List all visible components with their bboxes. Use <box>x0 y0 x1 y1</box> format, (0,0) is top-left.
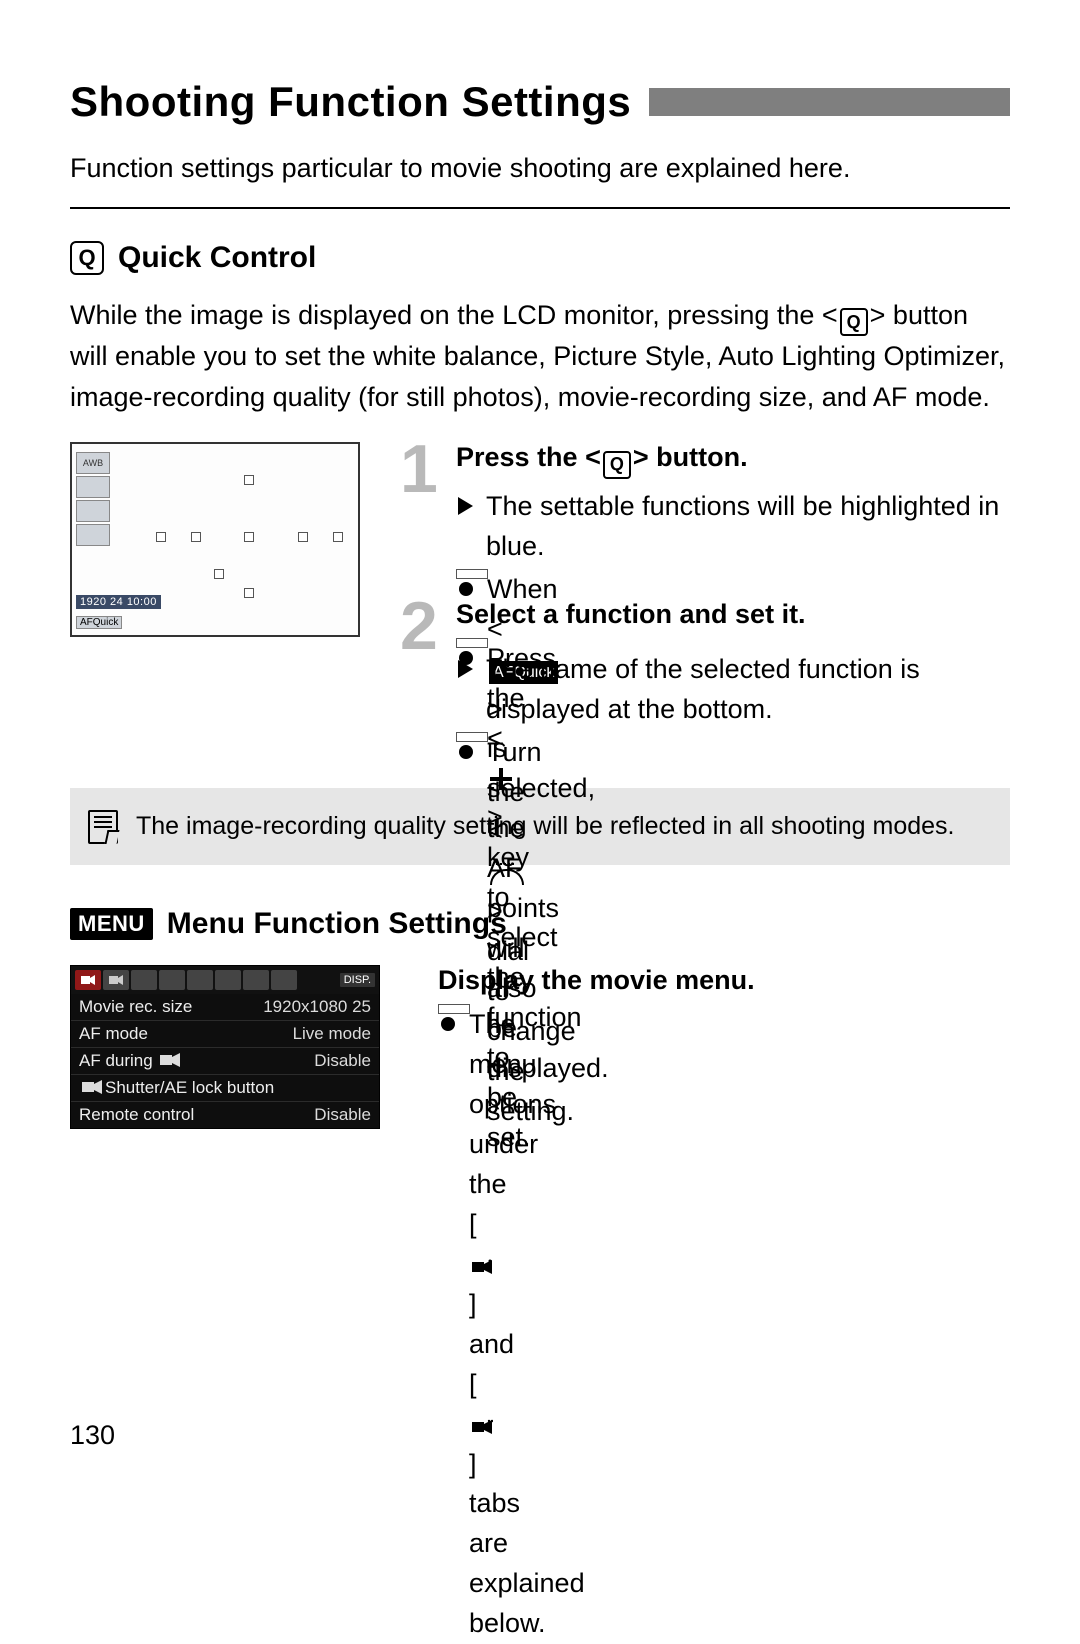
quick-control-two-col: AWB 1920 24 10:00 AFQuick 1 <box>70 442 1010 761</box>
page-title: Shooting Function Settings <box>70 78 631 126</box>
menu-row-4-label: Shutter/AE lock button <box>79 1078 274 1098</box>
title-row: Shooting Function Settings <box>70 78 1010 126</box>
movie-tab-icon-1 <box>471 1259 493 1275</box>
menu-row-2: AF mode Live mode <box>71 1020 379 1047</box>
qc-body-pre: While the image is displayed on the LCD … <box>70 300 838 330</box>
dial-icon <box>490 863 520 883</box>
step-2-content: Select a function and set it. Press the … <box>456 599 1010 744</box>
step-1-title-pre: Press the < <box>456 442 601 472</box>
menu-tab-8 <box>271 970 297 990</box>
menu-two-col: DISP. Movie rec. size 1920x1080 25 AF mo… <box>70 965 1010 1129</box>
lcd-af-points <box>156 472 348 607</box>
step-1-bullets: The settable functions will be highlight… <box>456 487 1010 579</box>
menu-disp-label: DISP. <box>340 973 375 987</box>
step-2-number: 2 <box>400 599 448 744</box>
lcd-afquick-label: AFQuick <box>76 616 122 629</box>
quick-control-heading: Quick Control <box>118 241 316 275</box>
step-1-content: Press the <Q> button. The settable funct… <box>456 442 1010 580</box>
menu-row-5-label: Remote control <box>79 1105 194 1125</box>
step-2-bullet-2: The name of the selected function is dis… <box>456 650 1010 730</box>
menu-row-5: Remote control Disable <box>71 1101 379 1128</box>
page-number: 130 <box>70 1420 115 1451</box>
mr-b1-post: ] tabs are explained below. <box>469 1449 585 1639</box>
menu-row-5-value: Disable <box>314 1105 371 1125</box>
menu-tab-movie-2 <box>103 970 129 990</box>
menu-row-2-value: Live mode <box>293 1024 371 1044</box>
note-text: The image-recording quality setting will… <box>136 808 954 846</box>
quick-control-heading-row: Q Quick Control <box>70 241 1010 275</box>
lcd-icon-2 <box>76 476 110 498</box>
lcd-icon-awb: AWB <box>76 452 110 474</box>
step-2-bullets: Press the < > key to select the function… <box>456 638 1010 742</box>
lcd-side-icons: AWB <box>76 452 110 546</box>
menu-row-3-label-text: AF during <box>79 1051 157 1070</box>
movie-icon-small <box>159 1052 181 1068</box>
menu-screenshot: DISP. Movie rec. size 1920x1080 25 AF mo… <box>70 965 380 1129</box>
title-bar <box>649 88 1010 116</box>
separator <box>70 207 1010 209</box>
menu-row-1: Movie rec. size 1920x1080 25 <box>71 994 379 1020</box>
menu-row-4: Shutter/AE lock button <box>71 1074 379 1101</box>
step-2-bullet-3: Turn the < > dial to change the setting. <box>456 732 488 742</box>
quick-control-body: While the image is displayed on the LCD … <box>70 295 1010 419</box>
menu-row-3: AF during Disable <box>71 1047 379 1074</box>
menu-rows: Movie rec. size 1920x1080 25 AF mode Liv… <box>71 994 379 1128</box>
step-1-title: Press the <Q> button. <box>456 442 1010 479</box>
step-1-number: 1 <box>400 442 448 580</box>
menu-tab-6 <box>215 970 241 990</box>
menu-row-3-label: AF during <box>79 1051 183 1071</box>
step-2-bullet-1: Press the < > key to select the function… <box>456 638 488 648</box>
menu-tab-5 <box>187 970 213 990</box>
menu-row-1-label: Movie rec. size <box>79 997 192 1017</box>
q-icon-inline-2: Q <box>603 451 631 479</box>
movie-tab-icon-2 <box>471 1419 493 1435</box>
menu-right-bullet-1: The menu options under the [] and [] tab… <box>438 1004 470 1014</box>
menu-badge: MENU <box>70 908 153 940</box>
menu-row-4-label-text: Shutter/AE lock button <box>105 1078 274 1097</box>
step-1-bullet-1: The settable functions will be highlight… <box>456 487 1010 567</box>
menu-row-1-value: 1920x1080 25 <box>263 997 371 1017</box>
step-1-bullet-2: When < AFQuick > is selected, the AF poi… <box>456 569 488 579</box>
lcd-screenshot: AWB 1920 24 10:00 AFQuick <box>70 442 360 637</box>
q-icon-inline: Q <box>840 308 868 336</box>
menu-row-2-label: AF mode <box>79 1024 148 1044</box>
menu-tabs: DISP. <box>71 966 379 994</box>
note-icon <box>88 810 118 844</box>
step-1-title-post: > button. <box>633 442 748 472</box>
mr-b1-mid: ] and [ <box>469 1289 514 1399</box>
menu-heading: Menu Function Settings <box>167 907 507 941</box>
menu-tab-4 <box>159 970 185 990</box>
menu-tab-3 <box>131 970 157 990</box>
q-icon: Q <box>70 241 104 275</box>
menu-tab-movie-1 <box>75 970 101 990</box>
movie-icon-small-2 <box>81 1079 103 1095</box>
menu-tab-spacer <box>299 970 338 990</box>
page: Shooting Function Settings Function sett… <box>0 0 1080 1521</box>
steps: 1 Press the <Q> button. The settable fun… <box>400 442 1010 761</box>
lcd-icon-3 <box>76 500 110 522</box>
lcd-rec-bar: 1920 24 10:00 <box>76 595 161 609</box>
intro-text: Function settings particular to movie sh… <box>70 148 1010 189</box>
lcd-icon-4 <box>76 524 110 546</box>
menu-row-3-value: Disable <box>314 1051 371 1071</box>
menu-tab-7 <box>243 970 269 990</box>
step-1: 1 Press the <Q> button. The settable fun… <box>400 442 1010 580</box>
